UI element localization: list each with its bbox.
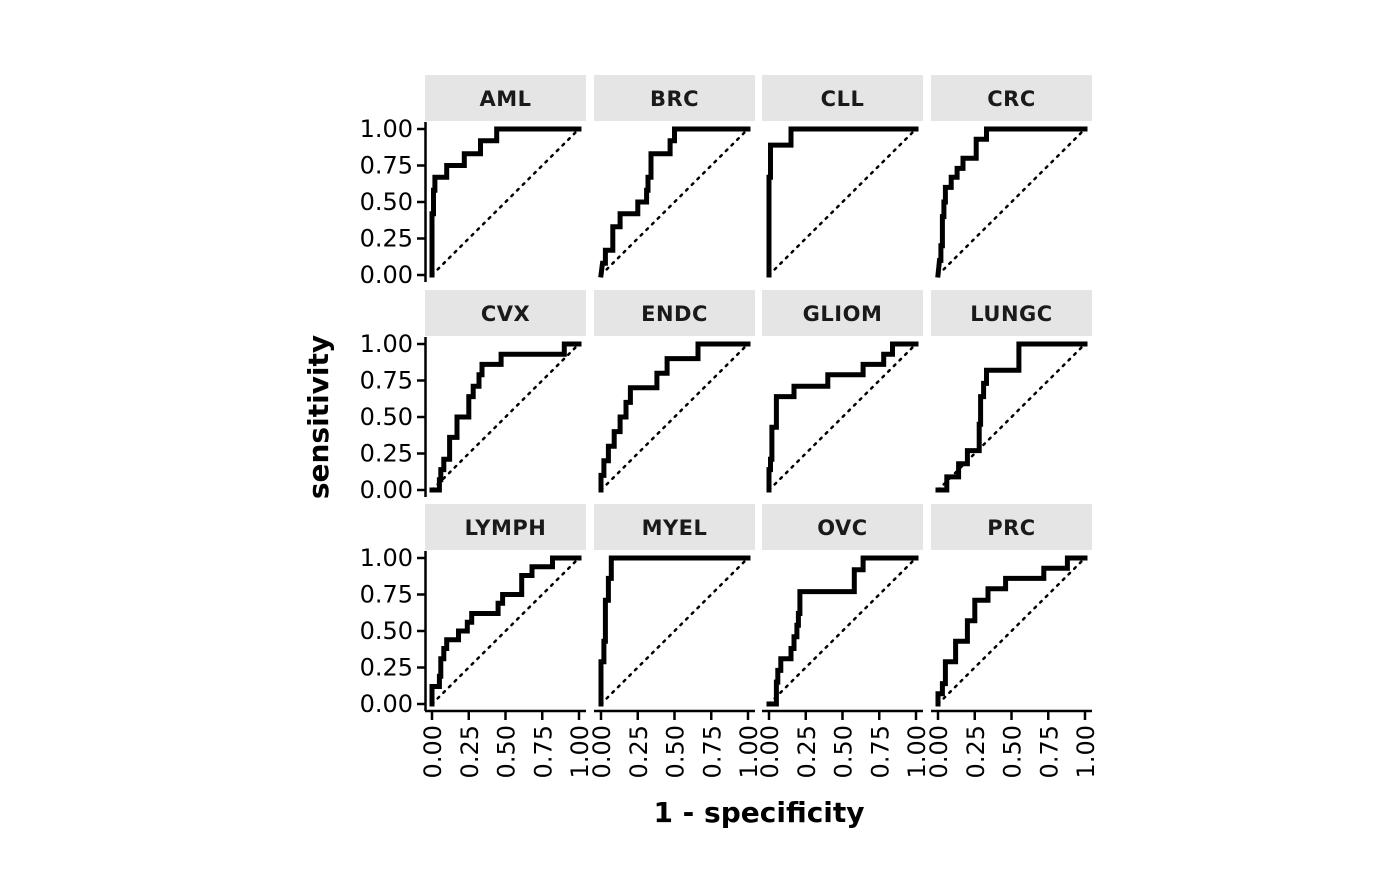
reference-diagonal-cll: [767, 127, 918, 277]
x-tick-label: 0.25: [625, 725, 653, 778]
x-tick-label: 0.75: [529, 725, 557, 778]
strip-label-lungc: LUNGC: [970, 302, 1052, 326]
x-tick-label: 1.00: [903, 725, 931, 778]
x-tick-label: 0.50: [830, 725, 858, 778]
x-tick-label: 0.25: [456, 725, 484, 778]
y-tick-label: 0.00: [360, 476, 413, 504]
panel-lymph: LYMPH 0.00 0.25 0.50 0.75 1.00 0.00 0.25 0.50 0.7…: [360, 504, 594, 778]
strip-cvx: [425, 290, 586, 336]
roc-curve-brc: [598, 126, 751, 278]
y-tick-label: 0.00: [360, 690, 413, 718]
x-tick-label: 0.75: [866, 725, 894, 778]
panel-cll: CLL: [762, 75, 923, 278]
strip-aml: [425, 75, 586, 121]
panel-myel: MYEL 0.00 0.25 0.50 0.75 1.00: [588, 504, 763, 778]
panel-endc: ENDC: [594, 290, 755, 493]
reference-diagonal-endc: [599, 342, 750, 492]
panel-crc: CRC: [931, 75, 1092, 278]
y-tick-label: 0.50: [360, 403, 413, 431]
roc-curve-lungc: [935, 341, 1088, 493]
roc-curve-cll: [766, 126, 919, 278]
reference-diagonal-cvx: [430, 342, 581, 492]
strip-label-cll: CLL: [821, 87, 865, 111]
panel-gliom: GLIOM: [762, 290, 923, 493]
y-tick-label: 1.00: [360, 544, 413, 572]
y-tick-label: 0.50: [360, 617, 413, 645]
y-tick-label: 0.25: [360, 225, 413, 253]
roc-curve-myel: [598, 555, 751, 707]
reference-diagonal-gliom: [767, 342, 918, 492]
strip-label-myel: MYEL: [642, 516, 708, 540]
y-tick-label: 0.50: [360, 188, 413, 216]
roc-curve-endc: [598, 341, 751, 493]
panel-ovc: OVC 0.00 0.25 0.50 0.75 1.00: [756, 504, 931, 778]
reference-diagonal-aml: [430, 127, 581, 277]
panel-cvx: CVX 0.00 0.25 0.50 0.75 1.00: [360, 290, 586, 504]
y-tick-label: 0.00: [360, 261, 413, 289]
x-tick-label: 1.00: [735, 725, 763, 778]
strip-myel: [594, 504, 755, 550]
x-tick-label: 1.00: [566, 725, 594, 778]
reference-diagonal-myel: [599, 556, 750, 706]
panel-brc: BRC: [594, 75, 755, 278]
reference-diagonal-prc: [936, 556, 1087, 706]
x-tick-label: 0.50: [493, 725, 521, 778]
x-tick-label: 0.25: [962, 725, 990, 778]
strip-label-aml: AML: [479, 87, 531, 111]
strip-lungc: [931, 290, 1092, 336]
x-tick-label: 0.00: [925, 725, 953, 778]
x-axis-title: 1 - specificity: [653, 796, 864, 829]
panel-lungc: LUNGC: [931, 290, 1092, 493]
strip-ovc: [762, 504, 923, 550]
roc-curve-crc: [935, 126, 1088, 278]
strip-label-gliom: GLIOM: [803, 302, 883, 326]
x-tick-label: 1.00: [1072, 725, 1100, 778]
strip-label-cvx: CVX: [481, 302, 530, 326]
y-tick-label: 0.75: [360, 581, 413, 609]
strip-label-ovc: OVC: [817, 516, 867, 540]
y-tick-label: 0.75: [360, 152, 413, 180]
x-tick-label: 0.75: [698, 725, 726, 778]
roc-curve-lymph: [429, 555, 582, 707]
x-tick-label: 0.50: [662, 725, 690, 778]
x-tick-label: 0.25: [793, 725, 821, 778]
y-tick-label: 1.00: [360, 115, 413, 143]
roc-curve-ovc: [766, 555, 919, 707]
strip-prc: [931, 504, 1092, 550]
y-tick-label: 0.75: [360, 367, 413, 395]
strip-endc: [594, 290, 755, 336]
y-tick-label: 1.00: [360, 330, 413, 358]
y-tick-label: 0.25: [360, 654, 413, 682]
reference-diagonal-lymph: [430, 556, 581, 706]
panel-prc: PRC 0.00 0.25 0.50 0.75 1.00: [925, 504, 1100, 778]
roc-curve-cvx: [429, 341, 582, 493]
panel-aml: AML 0.00 0.25 0.50 0.75 1.00: [360, 75, 586, 289]
strip-label-brc: BRC: [650, 87, 699, 111]
strip-brc: [594, 75, 755, 121]
strip-label-crc: CRC: [987, 87, 1036, 111]
x-tick-label: 0.00: [756, 725, 784, 778]
strip-cll: [762, 75, 923, 121]
roc-curve-gliom: [766, 341, 919, 493]
strip-gliom: [762, 290, 923, 336]
strip-crc: [931, 75, 1092, 121]
y-tick-label: 0.25: [360, 440, 413, 468]
roc-curve-prc: [935, 555, 1088, 707]
y-axis-title: sensitivity: [302, 335, 335, 499]
strip-lymph: [425, 504, 586, 550]
roc-curve-aml: [429, 126, 582, 278]
x-tick-label: 0.75: [1035, 725, 1063, 778]
strip-label-lymph: LYMPH: [465, 516, 547, 540]
x-tick-label: 0.00: [419, 725, 447, 778]
strip-label-endc: ENDC: [641, 302, 708, 326]
reference-diagonal-brc: [599, 127, 750, 277]
reference-diagonal-ovc: [767, 556, 918, 706]
reference-diagonal-crc: [936, 127, 1087, 277]
x-tick-label: 0.00: [588, 725, 616, 778]
strip-label-prc: PRC: [987, 516, 1035, 540]
x-tick-label: 0.50: [999, 725, 1027, 778]
